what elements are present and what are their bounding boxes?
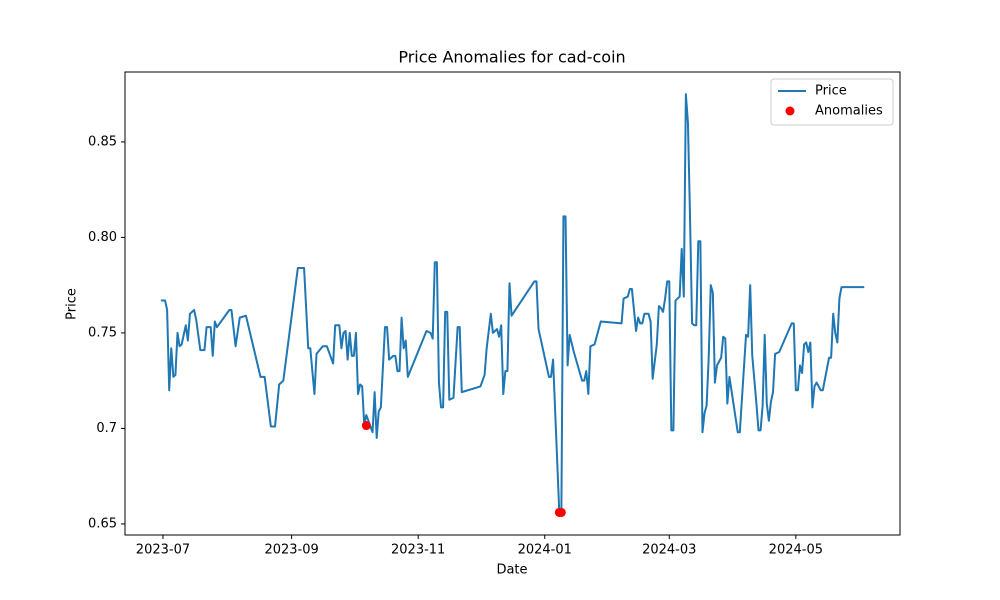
price-line <box>160 93 865 514</box>
y-tick-label: 0.85 <box>88 134 117 149</box>
y-tick-label: 0.65 <box>88 516 117 531</box>
x-axis-label: Date <box>496 563 527 578</box>
x-tick-label: 2023-07 <box>136 543 190 558</box>
chart-title: Price Anomalies for cad-coin <box>398 48 625 67</box>
anomaly-point <box>556 507 566 517</box>
y-axis-label: Price <box>65 288 80 320</box>
x-tick-label: 2024-05 <box>769 543 823 558</box>
y-tick-label: 0.80 <box>88 230 117 245</box>
axes-frame <box>124 71 901 536</box>
legend-dot <box>785 106 795 116</box>
x-tick-label: 2023-11 <box>391 543 445 558</box>
x-tick-label: 2024-03 <box>642 543 696 558</box>
anomaly-point <box>361 421 371 431</box>
x-tick-label: 2023-09 <box>264 543 318 558</box>
legend-label: Anomalies <box>815 104 883 119</box>
y-tick-label: 0.7 <box>96 421 117 436</box>
legend-label: Price <box>815 84 847 99</box>
y-tick-label: 0.75 <box>88 325 117 340</box>
x-tick-label: 2024-01 <box>518 543 572 558</box>
